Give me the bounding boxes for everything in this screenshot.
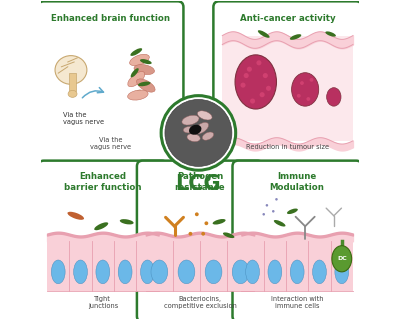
Ellipse shape (68, 212, 84, 220)
Circle shape (306, 97, 310, 101)
Ellipse shape (183, 126, 194, 133)
Circle shape (263, 73, 268, 78)
Ellipse shape (120, 219, 134, 224)
Circle shape (297, 94, 301, 98)
Ellipse shape (258, 30, 270, 38)
FancyBboxPatch shape (213, 1, 362, 163)
Ellipse shape (96, 260, 110, 284)
Ellipse shape (213, 219, 226, 225)
FancyBboxPatch shape (38, 1, 184, 163)
Ellipse shape (130, 48, 142, 56)
Text: Pathogen
resistance: Pathogen resistance (175, 172, 225, 192)
Circle shape (195, 212, 199, 216)
Ellipse shape (290, 34, 301, 40)
Circle shape (260, 92, 265, 97)
Text: Interaction with
immune cells: Interaction with immune cells (271, 296, 324, 309)
Ellipse shape (128, 90, 148, 100)
Bar (146, 241, 254, 291)
Circle shape (272, 210, 274, 212)
Ellipse shape (74, 260, 88, 284)
Text: LCG: LCG (176, 174, 221, 194)
Ellipse shape (332, 246, 352, 272)
Text: Reduction in tumour size: Reduction in tumour size (246, 144, 329, 150)
Ellipse shape (138, 82, 150, 86)
Bar (222, 36, 353, 141)
Circle shape (300, 81, 304, 85)
Ellipse shape (130, 54, 149, 66)
Ellipse shape (232, 260, 249, 284)
Bar (242, 241, 353, 291)
Text: Enhanced
barrier function: Enhanced barrier function (64, 172, 142, 192)
Circle shape (266, 204, 268, 207)
Circle shape (256, 60, 262, 65)
Ellipse shape (287, 209, 298, 214)
Ellipse shape (223, 232, 234, 238)
Ellipse shape (205, 260, 222, 284)
Text: Bacteriocins,
competitive exclusion: Bacteriocins, competitive exclusion (164, 296, 236, 309)
FancyBboxPatch shape (137, 161, 263, 320)
Bar (47, 241, 158, 291)
Text: Immune
Modulation: Immune Modulation (270, 172, 325, 192)
Text: Via the
vagus nerve: Via the vagus nerve (63, 112, 104, 125)
Circle shape (247, 67, 252, 72)
Circle shape (204, 221, 208, 225)
Ellipse shape (327, 88, 341, 106)
Circle shape (240, 83, 246, 88)
Ellipse shape (51, 260, 65, 284)
Ellipse shape (198, 111, 212, 120)
Ellipse shape (131, 68, 139, 77)
Ellipse shape (268, 260, 282, 284)
Ellipse shape (325, 31, 336, 37)
Text: Via the
vagus nerve: Via the vagus nerve (90, 137, 131, 150)
Ellipse shape (140, 59, 152, 64)
Ellipse shape (195, 122, 208, 134)
Ellipse shape (140, 260, 154, 284)
Circle shape (250, 99, 255, 104)
Text: Anti-cancer activity: Anti-cancer activity (240, 14, 336, 23)
Ellipse shape (178, 260, 195, 284)
Ellipse shape (134, 65, 154, 75)
Ellipse shape (312, 260, 326, 284)
Circle shape (310, 78, 314, 82)
Circle shape (165, 100, 232, 166)
Ellipse shape (274, 220, 286, 227)
Ellipse shape (68, 90, 77, 97)
Ellipse shape (189, 125, 202, 135)
Circle shape (275, 198, 278, 201)
Ellipse shape (292, 73, 319, 106)
Ellipse shape (182, 115, 199, 125)
Text: Tight
junctions: Tight junctions (88, 296, 118, 309)
FancyBboxPatch shape (232, 161, 362, 320)
Circle shape (188, 232, 192, 236)
Circle shape (244, 73, 249, 78)
Ellipse shape (151, 260, 168, 284)
Ellipse shape (290, 260, 304, 284)
Ellipse shape (128, 72, 145, 87)
FancyBboxPatch shape (38, 161, 168, 320)
Ellipse shape (55, 56, 87, 84)
Circle shape (266, 86, 271, 91)
Bar (69, 73, 76, 91)
Ellipse shape (235, 55, 276, 109)
Ellipse shape (118, 260, 132, 284)
Ellipse shape (246, 260, 260, 284)
Ellipse shape (136, 79, 155, 92)
Circle shape (262, 213, 265, 216)
Text: Enhanced brain function: Enhanced brain function (51, 14, 170, 23)
Circle shape (161, 96, 236, 170)
Ellipse shape (187, 134, 200, 142)
Ellipse shape (335, 260, 349, 284)
Ellipse shape (94, 222, 108, 230)
Text: DC: DC (337, 256, 347, 261)
Circle shape (201, 232, 205, 236)
Ellipse shape (202, 132, 214, 140)
Ellipse shape (132, 90, 141, 97)
